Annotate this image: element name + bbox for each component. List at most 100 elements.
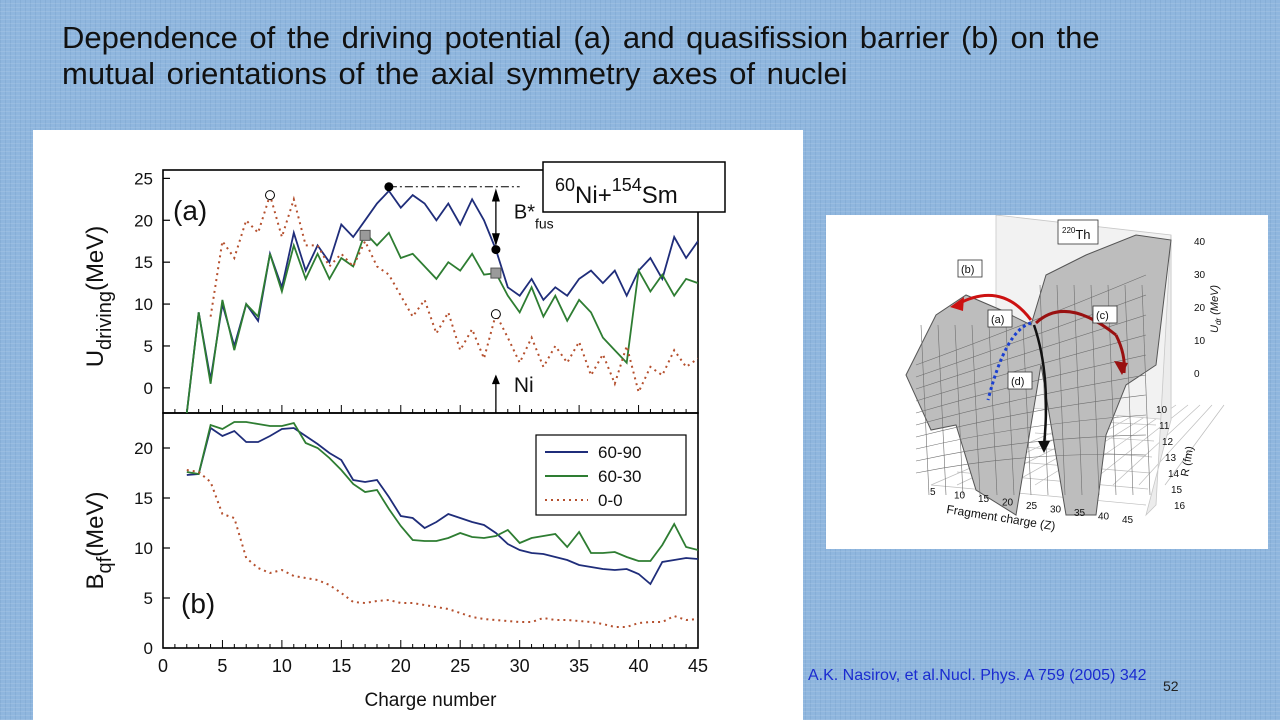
- y-axis-label-b: Bqf(MeV): [82, 491, 116, 589]
- x-axis-label: Charge number: [364, 690, 497, 711]
- y-tick-label-a: 5: [144, 337, 153, 356]
- surface-meshline: [1022, 324, 1032, 496]
- marker-filled-circle: [491, 245, 501, 255]
- inset-z-label-sub: dr: [1214, 318, 1223, 325]
- inset-r-tick: 10: [1156, 405, 1168, 416]
- inset-r-tick: 14: [1168, 469, 1180, 480]
- x-tick-label: 35: [569, 656, 589, 676]
- surface-meshline: [988, 324, 998, 496]
- inset-x-tick: 10: [954, 491, 966, 502]
- inset-r-label: R (fm): [1179, 445, 1196, 477]
- panel-a-series-60-30: [185, 231, 698, 413]
- x-tick-label: 25: [450, 656, 470, 676]
- nucleus-mass: 220: [1062, 226, 1076, 235]
- inset-z-tick: 30: [1194, 270, 1206, 281]
- panel-b-series-group: [186, 421, 698, 628]
- y-tick-label-a: 15: [134, 253, 153, 272]
- barrier-label-main: B*: [514, 202, 535, 224]
- surface-meshline: [1073, 284, 1083, 496]
- path-d-arrowhead: [1038, 441, 1050, 453]
- inset-r-tick: 12: [1162, 437, 1174, 448]
- x-tick-label: 45: [688, 656, 708, 676]
- path-label: (a): [991, 314, 1004, 326]
- main-figure: 0 5 10 15 20 25 0 5 10 15 20 0 5 10 15 20 25 30 35 40 45 Char…: [33, 130, 803, 720]
- projectile-arrow-head: [491, 374, 500, 385]
- barrier-arrow-head-down: [491, 233, 500, 247]
- surface-meshcurve: [915, 334, 1147, 402]
- inset-z-tick: 20: [1194, 303, 1206, 314]
- y-axis-label-b-sub: qf: [94, 556, 116, 573]
- marker-filled-circle: [384, 182, 394, 192]
- surface-meshcurve: [915, 454, 1147, 474]
- panel-b-series-60-90: [186, 426, 698, 586]
- surface-meshline: [1141, 284, 1151, 496]
- path-label-box: [957, 259, 983, 278]
- y-tick-label-b: 20: [134, 439, 153, 458]
- floor-line: [1138, 404, 1213, 486]
- x-tick-label: 5: [217, 656, 227, 676]
- path-label: (c): [1096, 310, 1109, 322]
- x-tick-label: 30: [510, 656, 530, 676]
- surface-meshline: [920, 324, 930, 496]
- reaction-box: [542, 161, 726, 213]
- legend-label-0-0: 0-0: [598, 491, 623, 510]
- inset-x-tick: 5: [930, 487, 936, 498]
- reaction-label-a1: 60: [555, 175, 575, 195]
- slide-title: Dependence of the driving potential (a) …: [62, 20, 1100, 91]
- reaction-label-plus: +: [598, 182, 612, 209]
- panel-b-frame: [162, 412, 699, 649]
- nucleus-label: 220Th: [1062, 226, 1091, 242]
- inset-x-tick: 25: [1026, 501, 1038, 512]
- path-label: (b): [961, 264, 974, 276]
- surface-meshline: [1005, 324, 1015, 496]
- inset-z-label: Udr (MeV): [1209, 285, 1223, 333]
- panel-a-series-60-90: [185, 189, 698, 413]
- y-tick-label-b: 0: [144, 639, 153, 658]
- inset-side-wall: [1145, 234, 1172, 517]
- y-axis-label-a-unit: (MeV): [82, 226, 109, 291]
- y-tick-label-a: 20: [134, 211, 153, 230]
- inset-x-tick: 20: [1002, 498, 1014, 509]
- surface-meshline: [1056, 284, 1066, 496]
- surface-meshline: [937, 324, 947, 496]
- inset-z-label-main: U: [1209, 325, 1221, 333]
- panel-b-series-0-0: [186, 469, 698, 628]
- floor-line-cross: [930, 484, 1147, 506]
- path-c-tail: [1114, 334, 1126, 374]
- inset-x-tick: 45: [1122, 515, 1134, 526]
- barrier-label: B*fus: [514, 202, 554, 232]
- path-c-curve: [1034, 309, 1117, 337]
- path-b-curve: [955, 293, 1033, 321]
- y-tick-label-b: 10: [134, 539, 153, 558]
- inset-r-tick: 11: [1159, 421, 1170, 432]
- x-tick-label: 15: [331, 656, 351, 676]
- inset-r-tick: 16: [1174, 501, 1186, 512]
- legend-label-60-30: 60-30: [598, 467, 641, 486]
- main-figure-svg: 0 5 10 15 20 25 0 5 10 15 20 0 5 10 15 20 25 30 35 40 45 Char…: [82, 161, 726, 711]
- inset-z-tick: 40: [1194, 237, 1206, 248]
- inset-x-tick: 15: [978, 494, 990, 505]
- barrier-arrow-head-up: [491, 188, 500, 202]
- inset-z-tick: 0: [1194, 369, 1200, 380]
- panel-b-series-60-30: [186, 421, 698, 562]
- panel-label-a: (a): [173, 195, 207, 226]
- y-axis-label-a: Udriving(MeV): [82, 226, 116, 368]
- surface-body: [905, 234, 1172, 516]
- reaction-label-a2: 154: [612, 175, 642, 195]
- inset-r-tick: 15: [1171, 485, 1183, 496]
- reaction-label: 60Ni+154Sm: [555, 175, 678, 209]
- floor-line: [1112, 404, 1201, 486]
- reaction-label-e1: Ni: [575, 182, 598, 209]
- x-tick-label: 0: [158, 656, 168, 676]
- inset-z-label-unit: (MeV): [1209, 285, 1221, 318]
- inset-x-tick: 30: [1050, 505, 1062, 516]
- y-tick-label-a: 0: [144, 379, 153, 398]
- surface-meshcurve: [915, 374, 1147, 426]
- inset-x-tick: 40: [1098, 512, 1110, 523]
- marker-open-circle: [265, 190, 275, 201]
- inset-x-tick: 35: [1074, 508, 1086, 519]
- surface-meshcurve: [915, 394, 1147, 438]
- surface-meshline: [1124, 284, 1134, 496]
- panel-a-series-group: [185, 189, 698, 413]
